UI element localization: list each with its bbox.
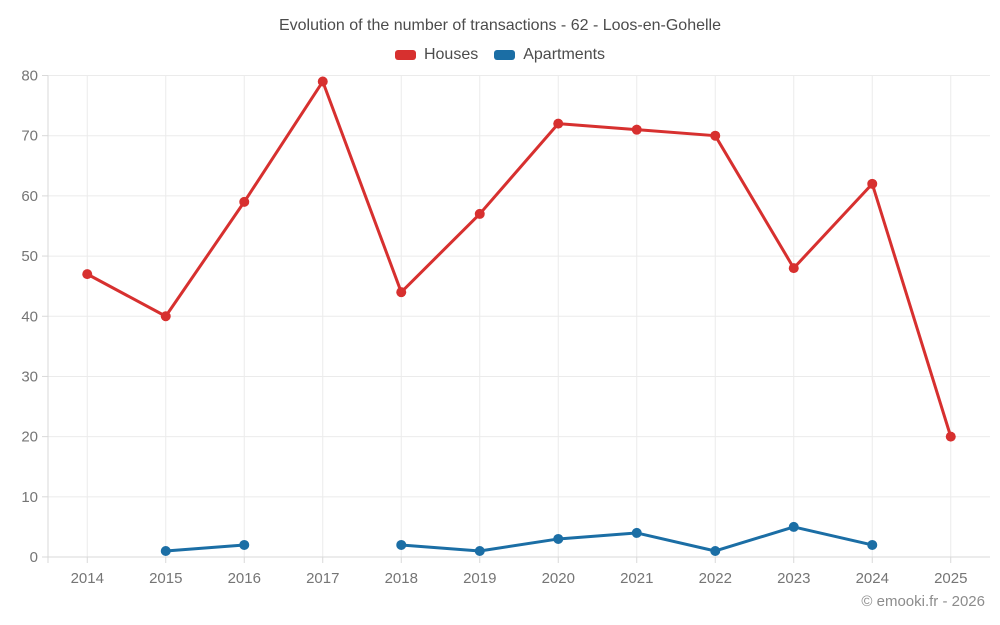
legend-item-houses[interactable]: Houses bbox=[394, 46, 479, 64]
houses-legend-label: Houses bbox=[423, 46, 479, 63]
x-axis-label: 2014 bbox=[71, 570, 104, 587]
x-axis-label: 2020 bbox=[542, 570, 575, 587]
data-point-houses-2023[interactable] bbox=[788, 263, 799, 274]
x-axis-label: 2018 bbox=[385, 570, 418, 587]
y-axis-label: 70 bbox=[21, 128, 38, 145]
data-point-apartments-2021[interactable] bbox=[631, 527, 642, 538]
x-axis-label: 2025 bbox=[934, 570, 967, 587]
y-axis-label: 80 bbox=[21, 68, 38, 85]
data-point-houses-2021[interactable] bbox=[631, 124, 642, 135]
data-point-houses-2018[interactable] bbox=[396, 287, 407, 298]
apartments-legend-swatch-icon bbox=[494, 50, 516, 60]
series-line-houses bbox=[85, 80, 953, 439]
apartments-legend-label: Apartments bbox=[523, 46, 606, 63]
legend: Houses Apartments bbox=[0, 46, 1000, 64]
x-axis-label: 2023 bbox=[777, 570, 810, 587]
legend-item-apartments[interactable]: Apartments bbox=[494, 46, 605, 64]
data-point-apartments-2023[interactable] bbox=[788, 521, 799, 532]
data-point-apartments-2022[interactable] bbox=[710, 545, 721, 556]
data-point-houses-2019[interactable] bbox=[474, 208, 485, 219]
data-point-apartments-2015[interactable] bbox=[160, 545, 171, 556]
data-point-houses-2016[interactable] bbox=[239, 196, 250, 207]
y-axis-label: 30 bbox=[21, 368, 38, 385]
data-point-apartments-2018[interactable] bbox=[396, 539, 407, 550]
data-point-apartments-2024[interactable] bbox=[867, 539, 878, 550]
x-axis-label: 2016 bbox=[228, 570, 261, 587]
chart-title: Evolution of the number of transactions … bbox=[278, 17, 722, 34]
y-axis-label: 10 bbox=[21, 489, 38, 506]
data-point-houses-2015[interactable] bbox=[160, 311, 171, 322]
y-axis-label: 40 bbox=[21, 308, 38, 325]
y-axis-label: 0 bbox=[30, 549, 38, 566]
series-line-apartments bbox=[164, 543, 246, 553]
data-point-houses-2022[interactable] bbox=[710, 130, 721, 141]
copyright-footer: © emooki.fr - 2026 bbox=[861, 593, 985, 610]
y-axis-label: 50 bbox=[21, 248, 38, 265]
x-axis-label: 2015 bbox=[149, 570, 182, 587]
data-point-apartments-2020[interactable] bbox=[553, 533, 564, 544]
x-axis-label: 2021 bbox=[620, 570, 653, 587]
data-point-houses-2024[interactable] bbox=[867, 178, 878, 189]
data-point-apartments-2016[interactable] bbox=[239, 539, 250, 550]
data-point-apartments-2019[interactable] bbox=[474, 545, 485, 556]
x-axis-label: 2017 bbox=[306, 570, 339, 587]
x-axis-label: 2022 bbox=[699, 570, 732, 587]
x-axis-label: 2024 bbox=[856, 570, 889, 587]
y-axis-label: 20 bbox=[21, 429, 38, 446]
houses-legend-swatch-icon bbox=[394, 50, 416, 60]
data-point-houses-2025[interactable] bbox=[945, 431, 956, 442]
x-axis-label: 2019 bbox=[463, 570, 496, 587]
data-point-houses-2014[interactable] bbox=[82, 269, 93, 280]
data-point-houses-2017[interactable] bbox=[317, 76, 328, 87]
y-axis-label: 60 bbox=[21, 188, 38, 205]
data-point-houses-2020[interactable] bbox=[553, 118, 564, 129]
